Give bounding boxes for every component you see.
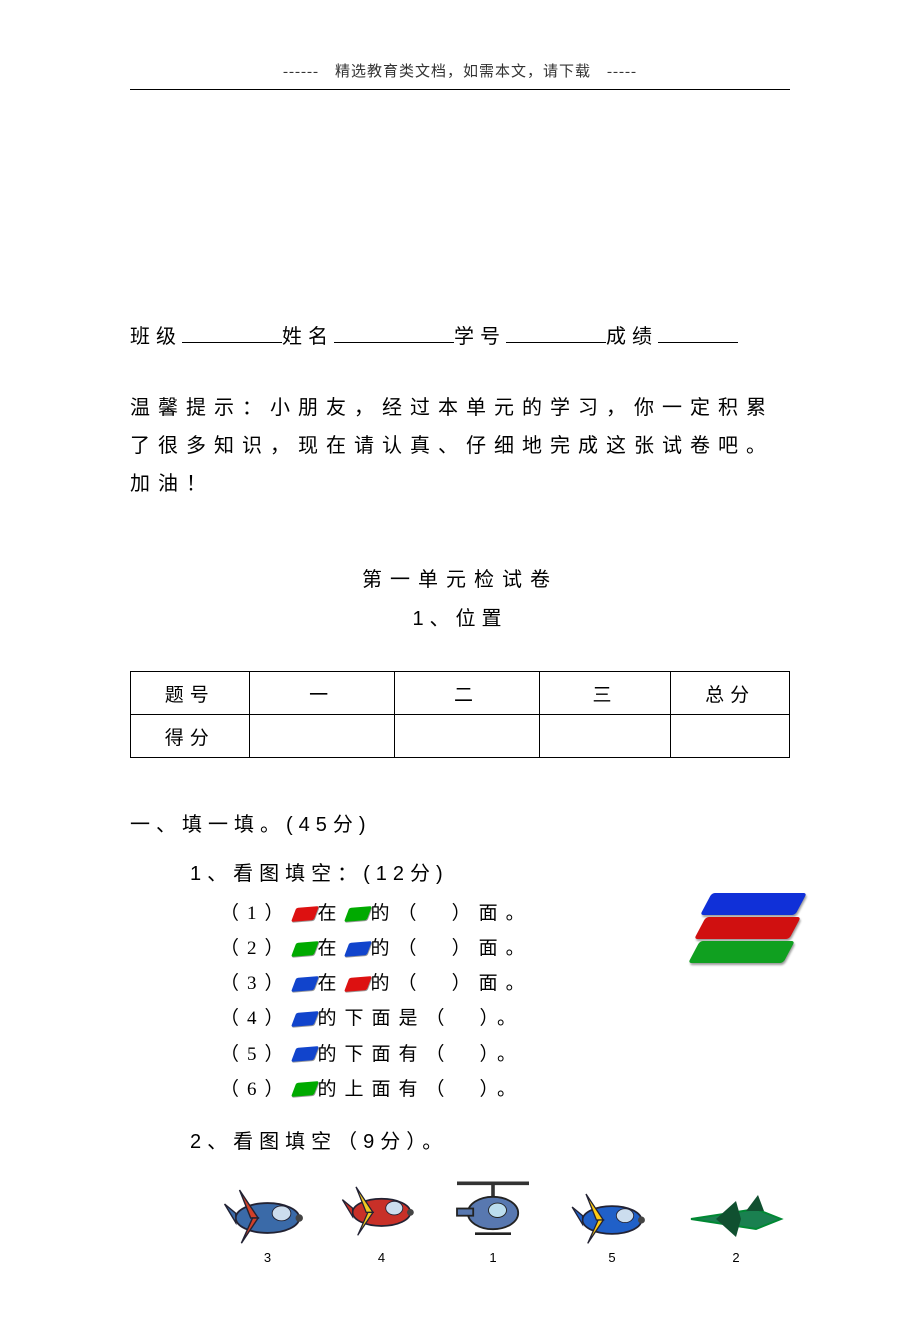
jet-icon: [686, 1191, 786, 1246]
page-header-text: ------ 精选教育类文档，如需本文，请下载 -----: [130, 60, 790, 89]
planes-row: 3 4 1 5 2: [190, 1166, 790, 1265]
id-label: 学号: [454, 320, 506, 349]
id-blank[interactable]: [506, 322, 606, 343]
book-icon: [290, 1081, 318, 1097]
td-blank[interactable]: [539, 715, 671, 758]
q1-line: （5）的下面有（ ）。: [220, 1037, 790, 1072]
th-total: 总分: [671, 672, 790, 715]
section-1-heading: 一、填一填。(45分): [130, 808, 790, 837]
document-page: ------ 精选教育类文档，如需本文，请下载 ----- 班级 姓名 学号 成…: [0, 0, 920, 1325]
td-blank[interactable]: [394, 715, 539, 758]
tip-paragraph: 温馨提示：小朋友，经过本单元的学习，你一定积累了很多知识，现在请认真、仔细地完成…: [130, 389, 790, 503]
book-icon: [343, 906, 371, 922]
book-icon: [290, 906, 318, 922]
score-table: 题号 一 二 三 总分 得分: [130, 671, 790, 758]
plane-number: 2: [732, 1250, 739, 1265]
book-icon: [343, 941, 371, 957]
stacked-book: [700, 893, 807, 915]
question-2: 2、看图填空（9分）。 3 4 1 5 2: [130, 1125, 790, 1265]
th-3: 三: [539, 672, 671, 715]
td-score-label: 得分: [131, 715, 250, 758]
name-blank[interactable]: [334, 322, 454, 343]
th-num: 题号: [131, 672, 250, 715]
plane-item: 5: [562, 1181, 662, 1265]
book-icon: [343, 976, 371, 992]
header-rule: [130, 89, 790, 90]
table-row: 题号 一 二 三 总分: [131, 672, 790, 715]
book-stack-illustration: [690, 893, 810, 993]
stacked-book: [688, 941, 795, 963]
book-icon: [290, 1046, 318, 1062]
book-icon: [290, 976, 318, 992]
plane-number: 1: [489, 1250, 496, 1265]
paper-subtitle: 1、位置: [130, 602, 790, 631]
q1-title: 1、看图填空：(12分): [190, 857, 790, 886]
question-1: 1、看图填空：(12分) （1）在的（ ）面。（2）在的（ ）面。（3）在的（ …: [130, 857, 790, 1107]
book-icon: [290, 1011, 318, 1027]
plane-item: 1: [448, 1171, 538, 1265]
plane-icon: [562, 1181, 662, 1246]
book-icon: [290, 941, 318, 957]
plane-number: 5: [608, 1250, 615, 1265]
plane-icon: [339, 1166, 424, 1246]
class-label: 班级: [130, 320, 182, 349]
student-info-line: 班级 姓名 学号 成绩: [130, 320, 790, 349]
plane-item: 2: [686, 1191, 786, 1265]
th-2: 二: [394, 672, 539, 715]
plane-item: 4: [339, 1166, 424, 1265]
score-blank[interactable]: [658, 322, 738, 343]
plane-number: 4: [378, 1250, 385, 1265]
plane-icon: [220, 1176, 315, 1246]
plane-item: 3: [220, 1176, 315, 1265]
th-1: 一: [249, 672, 394, 715]
name-label: 姓名: [282, 320, 334, 349]
table-row: 得分: [131, 715, 790, 758]
td-blank[interactable]: [671, 715, 790, 758]
stacked-book: [694, 917, 801, 939]
q2-title: 2、看图填空（9分）。: [190, 1125, 790, 1154]
td-blank[interactable]: [249, 715, 394, 758]
plane-number: 3: [264, 1250, 271, 1265]
q1-line: （6）的上面有（ ）。: [220, 1072, 790, 1107]
q1-line: （4）的下面是（ ）。: [220, 1001, 790, 1036]
class-blank[interactable]: [182, 322, 282, 343]
heli-icon: [448, 1171, 538, 1246]
paper-title: 第一单元检试卷: [130, 563, 790, 592]
score-label: 成绩: [606, 320, 658, 349]
